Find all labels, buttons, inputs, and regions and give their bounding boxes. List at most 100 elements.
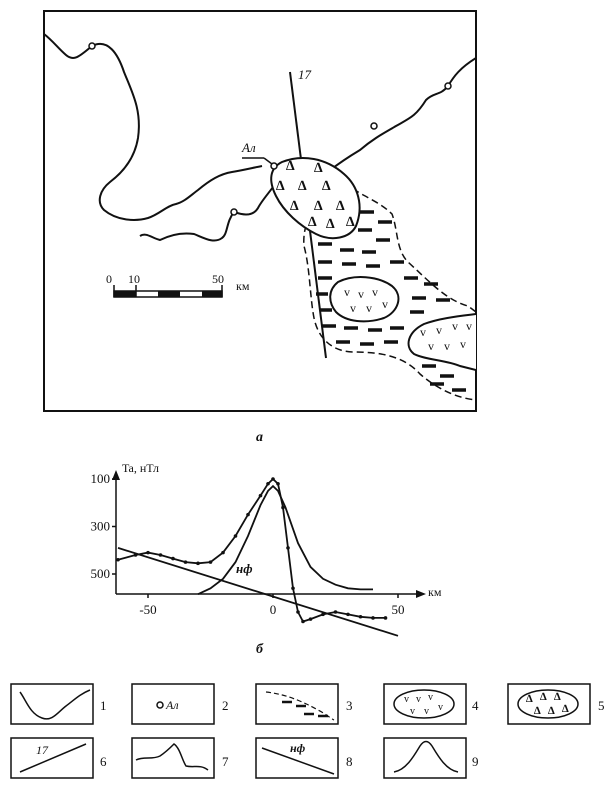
model-anomaly-line (197, 484, 373, 596)
observed-point (183, 560, 188, 564)
dashed-basin-outline (303, 181, 476, 401)
observed-point (301, 619, 305, 624)
x-axis-unit: км (428, 585, 442, 599)
svg-text:∆: ∆ (554, 691, 561, 703)
legend-item-model-curve: 9 (383, 737, 479, 779)
legend-num-5: 5 (598, 698, 605, 713)
svg-text:∆: ∆ (562, 703, 569, 715)
svg-text:∆: ∆ (548, 705, 555, 717)
y-axis-label: Ta, нТл (122, 461, 159, 475)
svg-text:∆: ∆ (322, 179, 331, 194)
y-ticks: 500 300 100 (91, 471, 116, 581)
legend-num-4: 4 (472, 698, 479, 713)
observed-point (116, 557, 120, 562)
observed-point (196, 561, 200, 566)
observed-point (146, 550, 150, 555)
svg-text:∆: ∆ (534, 705, 541, 717)
coastline-west (44, 33, 263, 221)
svg-text:∆: ∆ (314, 199, 323, 214)
observed-point (208, 560, 213, 564)
svg-text:v: v (428, 339, 434, 353)
svg-text:v: v (382, 297, 388, 311)
legend-item-volcanic: v v vv v v 4 (383, 683, 479, 725)
observed-point (158, 553, 163, 557)
svg-text:v: v (444, 339, 450, 353)
observed-point (281, 505, 285, 510)
map-caption: а (256, 430, 263, 445)
legend-item-observed-curve: 7 (131, 737, 229, 779)
map-frame (43, 10, 477, 412)
svg-text:v: v (466, 319, 472, 333)
scale-unit: км (236, 279, 250, 293)
observed-point (346, 612, 350, 617)
svg-text:v: v (416, 694, 421, 705)
svg-text:∆: ∆ (290, 199, 299, 214)
observed-point (171, 556, 175, 561)
volcanic-body-1 (329, 276, 400, 323)
x-tick-label: 50 (392, 602, 405, 617)
observed-point (258, 493, 263, 498)
triangle-body (270, 157, 361, 240)
normal-field-line (117, 547, 399, 637)
svg-text:∆: ∆ (276, 179, 285, 194)
observed-point (271, 477, 275, 481)
observed-point (358, 614, 363, 619)
x-ticks: -50 0 50 (139, 594, 405, 617)
svg-text:v: v (410, 706, 415, 717)
legend-item-dashed-area: 3 (255, 683, 353, 725)
svg-text:v: v (358, 287, 364, 301)
svg-text:v: v (452, 319, 458, 333)
observed-point (296, 610, 300, 614)
legend-item-coastline: 1 (10, 683, 107, 725)
svg-text:v: v (372, 285, 378, 299)
scale-bar: 0 10 50 км (106, 272, 250, 298)
svg-text:v: v (460, 337, 466, 351)
svg-text:∆: ∆ (540, 691, 547, 703)
legend-item-normal-field: нф 8 (255, 737, 353, 779)
profile-label: 17 (298, 67, 312, 82)
legend-text-2: Ал (165, 698, 179, 712)
observed-point (233, 534, 238, 538)
legend-item-triangle-body: ∆ ∆ ∆∆ ∆ ∆ 5 (507, 683, 605, 725)
scale-label-10: 10 (128, 272, 140, 286)
x-tick-label: 0 (270, 602, 277, 617)
observed-point (383, 616, 388, 620)
legend: 1 Ал 2 3 v v vv v v 4 ∆ ∆ ∆∆ ∆ ∆ 5 (10, 683, 605, 779)
observed-point (371, 616, 375, 620)
observed-point (286, 546, 290, 550)
svg-text:v: v (350, 301, 356, 315)
graph-caption: б (256, 642, 264, 657)
observed-point (333, 610, 338, 614)
volcanic-body-2 (407, 313, 476, 371)
x-axis-arrow (416, 590, 426, 598)
svg-text:∆: ∆ (298, 179, 307, 194)
legend-num-1: 1 (100, 698, 107, 713)
graph-panel: Ta, нТл км 500 300 100 -50 0 50 нф б (91, 461, 442, 657)
svg-text:v: v (438, 702, 443, 713)
legend-num-8: 8 (346, 754, 353, 769)
observed-point (308, 617, 313, 621)
svg-text:∆: ∆ (336, 199, 345, 214)
y-tick-label: 300 (91, 519, 111, 534)
observed-anomaly-line (117, 477, 386, 623)
svg-text:∆: ∆ (526, 693, 533, 705)
coastline-peninsula (139, 179, 279, 242)
scale-label-0: 0 (106, 272, 112, 286)
svg-text:v: v (436, 323, 442, 337)
y-tick-label: 100 (91, 471, 111, 486)
svg-text:∆: ∆ (308, 215, 317, 230)
svg-text:v: v (424, 706, 429, 717)
legend-num-3: 3 (346, 698, 353, 713)
svg-text:v: v (366, 301, 372, 315)
observed-point (246, 512, 250, 517)
legend-num-9: 9 (472, 754, 479, 769)
svg-text:v: v (428, 692, 433, 703)
y-axis-arrow (112, 470, 120, 480)
svg-text:∆: ∆ (346, 215, 355, 230)
svg-text:v: v (404, 694, 409, 705)
